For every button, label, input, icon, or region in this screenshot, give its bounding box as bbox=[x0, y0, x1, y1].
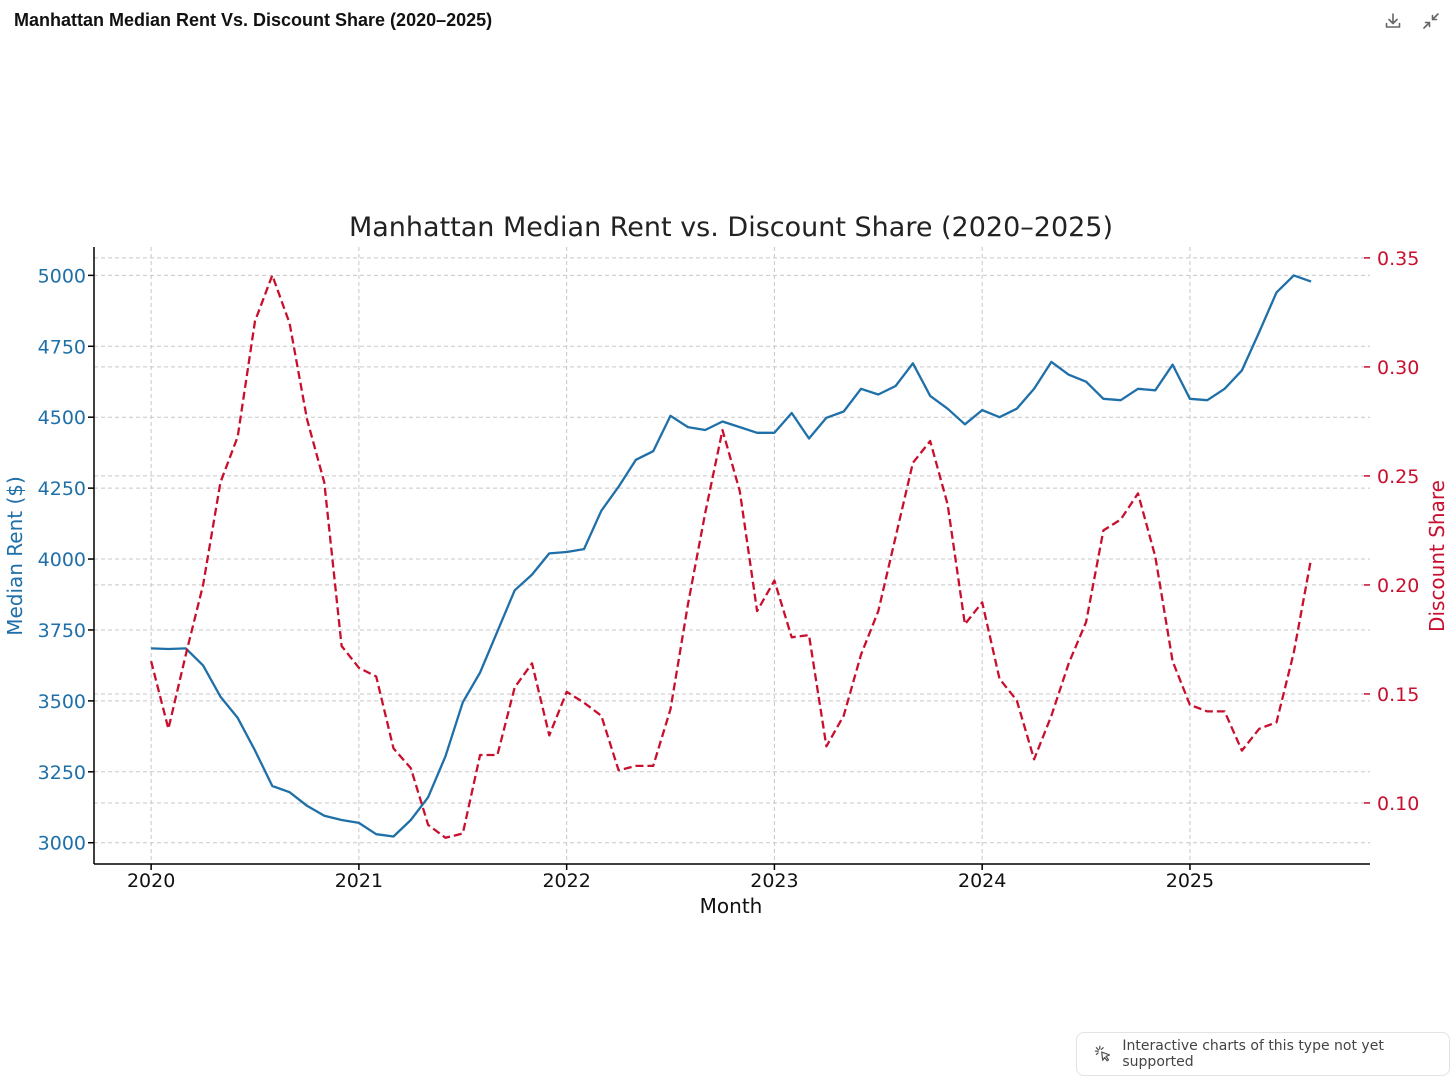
y-right-tick-label: 0.10 bbox=[1377, 793, 1419, 815]
window-title: Manhattan Median Rent Vs. Discount Share… bbox=[14, 10, 493, 30]
series-layer bbox=[149, 274, 1313, 839]
y-left-tick-label: 4000 bbox=[38, 549, 86, 571]
x-tick-label: 2023 bbox=[750, 870, 798, 892]
y-left-tick-label: 3000 bbox=[38, 833, 86, 855]
y-left-tick-label: 3500 bbox=[38, 691, 86, 713]
discount-share-line bbox=[149, 274, 1313, 839]
grid-layer bbox=[94, 247, 1370, 864]
median-rent-line bbox=[151, 274, 1312, 838]
y-right-tick-label: 0.30 bbox=[1377, 357, 1419, 379]
chart-title: Manhattan Median Rent vs. Discount Share… bbox=[349, 212, 1113, 243]
cursor-click-icon bbox=[1094, 1045, 1111, 1062]
y-left-tick-label: 4500 bbox=[38, 407, 86, 429]
download-icon bbox=[1385, 13, 1401, 28]
x-axis-label: Month bbox=[700, 894, 763, 918]
x-tick-label: 2024 bbox=[958, 870, 1006, 892]
y-left-tick-label: 4250 bbox=[38, 478, 86, 500]
notice-text: Interactive charts of this type not yet … bbox=[1122, 1038, 1384, 1070]
collapse-icon bbox=[1423, 13, 1439, 29]
x-tick-label: 2025 bbox=[1166, 870, 1214, 892]
collapse-button[interactable] bbox=[1418, 8, 1444, 34]
y-right-tick-label: 0.15 bbox=[1377, 684, 1419, 706]
y-left-tick-label: 3750 bbox=[38, 620, 86, 642]
unsupported-notice: Interactive charts of this type not yet … bbox=[1076, 1032, 1450, 1076]
window-header: Manhattan Median Rent Vs. Discount Share… bbox=[0, 0, 1456, 44]
y-right-tick-label: 0.25 bbox=[1377, 466, 1419, 488]
y-left-tick-label: 4750 bbox=[38, 336, 86, 358]
y-axis-right-label: Discount Share bbox=[1425, 480, 1449, 632]
download-button[interactable] bbox=[1380, 8, 1406, 34]
y-left-tick-label: 5000 bbox=[38, 265, 86, 287]
y-left-tick-label: 3250 bbox=[38, 762, 86, 784]
y-axis-left-label: Median Rent ($) bbox=[3, 476, 27, 636]
y-right-tick-label: 0.20 bbox=[1377, 575, 1419, 597]
x-tick-label: 2021 bbox=[335, 870, 383, 892]
axis-layer: 2020 2021 2022 2023 2024 2025 3000 3250 3500 3750… bbox=[38, 247, 1419, 892]
x-tick-label: 2022 bbox=[542, 870, 590, 892]
x-tick-label: 2020 bbox=[127, 870, 175, 892]
y-right-tick-label: 0.35 bbox=[1377, 248, 1419, 270]
